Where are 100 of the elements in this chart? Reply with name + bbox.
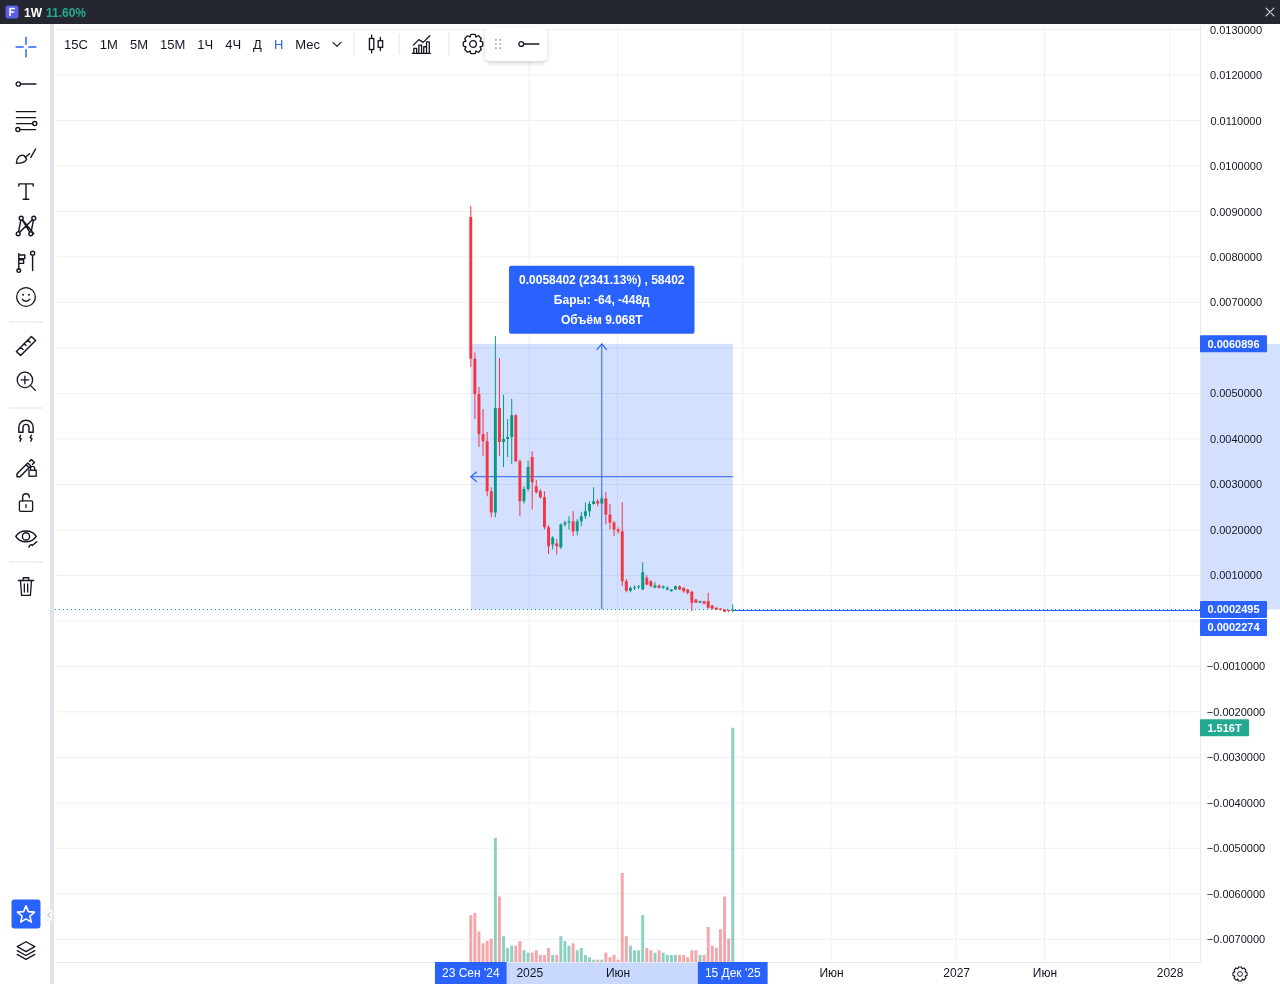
y-tick-label: 0.0120000 — [1210, 69, 1262, 82]
y-tick-label: 0.0050000 — [1210, 387, 1262, 400]
y-tick-label: 0.0002495 — [1207, 603, 1260, 616]
candlestick — [633, 585, 636, 590]
chart-subtitle: 11.60% — [46, 5, 87, 20]
y-tick-label: 0.0040000 — [1210, 432, 1262, 445]
y-tick-label: −0.0010000 — [1206, 660, 1266, 673]
annotation: Объём 9.068T — [560, 313, 644, 328]
bar — [661, 952, 665, 962]
bar — [579, 947, 583, 962]
bar — [493, 837, 497, 962]
bar — [673, 954, 677, 962]
candlestick — [596, 498, 600, 507]
annotation: Н — [273, 36, 284, 52]
annotation: 0.0058402 (2341.13%) , 58402 — [519, 273, 685, 288]
bar — [559, 936, 563, 962]
y-tick-label: 0.0080000 — [1210, 251, 1262, 263]
x-tick-label: 2027 — [943, 966, 971, 981]
bar — [481, 943, 485, 962]
y-tick-label: 0.0090000 — [1210, 205, 1262, 218]
bar — [657, 950, 661, 962]
bar — [547, 947, 551, 962]
candlestick — [723, 609, 727, 613]
y-tick-label: 0.0010000 — [1210, 569, 1262, 582]
bar — [641, 915, 645, 962]
bar — [469, 915, 473, 962]
x-tick-label: Июн — [1032, 966, 1058, 981]
bar — [690, 950, 694, 962]
annotation: 1Ч — [197, 36, 214, 52]
chart-title: 1W — [24, 5, 43, 20]
bar — [514, 945, 518, 962]
bar — [649, 950, 653, 962]
annotation: 15С — [64, 36, 88, 52]
y-tick-label: −0.0070000 — [1206, 933, 1266, 946]
bar — [489, 938, 493, 962]
bar — [678, 954, 682, 962]
x-tick-label: 23 Сен '24 — [441, 966, 500, 981]
annotation: 5М — [129, 36, 148, 52]
bar — [534, 950, 538, 962]
bar — [526, 952, 530, 962]
x-tick-label: 15 Дек '25 — [704, 966, 761, 981]
bar — [571, 943, 575, 962]
annotation: Бары: -64, -448д — [553, 293, 651, 308]
ref-line-label: 0.0002274 — [1207, 621, 1261, 634]
annotation: 4Ч — [225, 36, 242, 52]
bar — [612, 954, 616, 962]
y-tick-label: 0.0070000 — [1210, 296, 1262, 309]
bar — [723, 896, 727, 962]
x-tick-label: Июн — [819, 966, 844, 981]
y-tick-label: −0.0030000 — [1206, 751, 1266, 764]
bar — [575, 950, 579, 962]
bar — [497, 896, 501, 962]
bar — [538, 954, 542, 962]
y-tick-label: 0.0030000 — [1210, 478, 1262, 491]
candlestick — [616, 527, 620, 534]
bar — [669, 954, 673, 962]
candlestick — [592, 487, 596, 505]
y-tick-label: −0.0060000 — [1206, 887, 1266, 900]
annotation: Д — [253, 36, 263, 52]
bar — [665, 954, 669, 962]
bar — [706, 926, 710, 962]
bar — [588, 957, 591, 962]
bar — [510, 945, 514, 962]
bar — [502, 936, 505, 962]
x-tick-label: 2028 — [1156, 966, 1184, 981]
bar — [473, 912, 477, 962]
bar — [694, 950, 698, 962]
candlestick — [661, 585, 665, 590]
bar — [608, 957, 612, 962]
annotation: 1М — [99, 36, 118, 52]
candlestick — [657, 584, 661, 589]
bar — [628, 945, 632, 962]
x-tick-label: 2025 — [516, 966, 544, 981]
bar — [555, 954, 559, 962]
bar — [633, 950, 636, 962]
y-tick-label: −0.0020000 — [1206, 705, 1266, 718]
bar — [551, 954, 555, 962]
bar — [645, 947, 649, 962]
bar — [620, 872, 624, 962]
y-tick-label: 0.0020000 — [1210, 523, 1262, 536]
candlestick — [481, 408, 485, 457]
bar — [530, 952, 534, 962]
bar — [604, 952, 608, 962]
bar — [682, 954, 686, 962]
annotation: 15М — [159, 36, 186, 52]
bar — [518, 940, 522, 962]
y-tick-label: 0.0060896 — [1207, 337, 1260, 350]
y-tick-label: 0.0100000 — [1210, 160, 1262, 173]
y-tick-label: −0.0040000 — [1206, 796, 1266, 809]
bar — [563, 940, 567, 962]
candlestick — [506, 418, 510, 458]
candlestick — [502, 394, 505, 468]
y-tick-label: 0.0130000 — [1210, 23, 1262, 36]
y-tick-label: 0.0110000 — [1210, 114, 1262, 127]
bar — [485, 940, 489, 962]
bar — [731, 727, 735, 962]
y-tick-label: −0.0050000 — [1206, 842, 1266, 855]
annotation: Мес — [295, 36, 321, 52]
text: 1.516T — [1207, 721, 1242, 734]
x-tick-label: Июн — [605, 966, 631, 981]
